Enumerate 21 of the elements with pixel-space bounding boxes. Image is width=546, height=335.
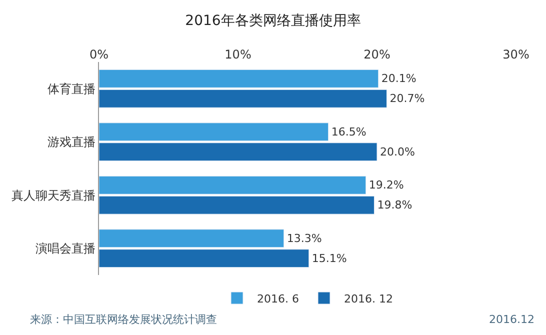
x-tick-label: 20% (364, 48, 390, 62)
data-label: 16.5% (331, 125, 366, 138)
x-tick-label: 10% (224, 48, 252, 62)
data-label: 13.3% (286, 232, 322, 245)
y-tick-label: 体育直播 (48, 82, 96, 96)
x-tick-label: 0% (89, 48, 109, 62)
x-tick-label: 30% (502, 48, 530, 62)
text: 2016.12 (489, 313, 534, 326)
legend-label: 2016. 12 (344, 292, 393, 306)
data-label: 20.1% (381, 72, 416, 86)
chart-title: 2016年各类网络直播使用率 (185, 12, 361, 29)
y-tick-label: 演唱会直播 (36, 242, 96, 256)
y-tick-label: 游戏直播 (48, 135, 96, 150)
legend-label: 2016. 6 (257, 292, 299, 306)
data-label: 20.0% (380, 145, 415, 158)
y-tick-label: 真人聊天秀直播 (12, 188, 96, 202)
data-label: 20.7% (390, 92, 425, 106)
source-note: 来源：中国互联网络发展状况统计调查 (30, 313, 217, 326)
data-label: 19.8% (377, 198, 412, 212)
data-label: 19.2% (368, 178, 404, 192)
data-label: 15.1% (312, 252, 347, 265)
